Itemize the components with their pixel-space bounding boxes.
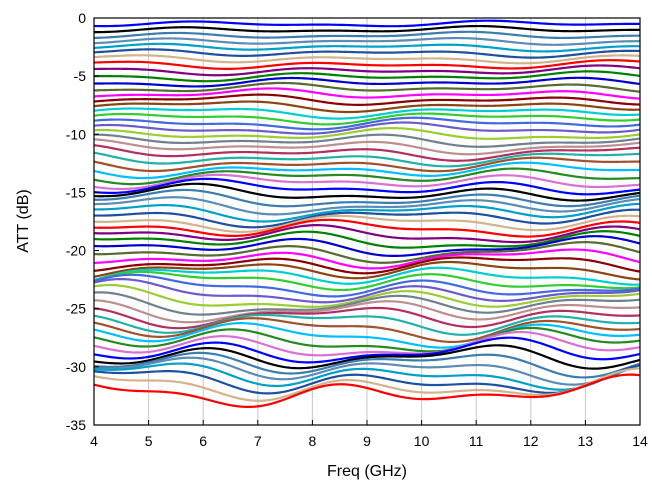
y-tick-label: -10 [66,126,86,142]
series-line [93,133,641,148]
series-line [93,270,641,292]
series-line [93,121,641,135]
series-line [93,299,641,324]
series-line [93,54,641,65]
series-line [93,266,641,286]
series-line [93,48,641,59]
x-tick-label: 8 [309,433,317,449]
series-line [93,283,641,308]
series-line [93,277,641,304]
x-axis-label: Freq (GHz) [327,463,407,480]
x-tick-label: 6 [199,433,207,449]
y-tick-label: -20 [66,243,86,259]
series-line [93,19,641,28]
series-line [93,218,641,238]
series-line [93,373,641,408]
series-group [93,19,641,408]
y-axis-label: ATT (dB) [15,189,32,252]
series-line [93,87,641,100]
x-tick-label: 13 [578,433,594,449]
series-line [93,36,641,46]
series-line [93,167,641,186]
y-axis-ticks: 0 -5 -10 -15 -20 -25 -30 -35 [66,10,99,433]
series-line [93,230,641,249]
series-line [93,336,641,364]
series-line [93,330,641,357]
series-line [93,182,641,202]
series-line [93,177,641,196]
series-line [93,188,641,208]
y-tick-label: -15 [66,184,86,200]
series-line [93,208,641,229]
x-tick-label: 12 [523,433,539,449]
series-line [93,161,640,180]
y-tick-label: -35 [66,417,86,433]
series-line [93,273,641,298]
series-line [93,256,641,275]
series-line [93,248,641,270]
series-line [93,224,641,244]
series-line [93,30,640,40]
series-line [93,364,641,395]
series-line [93,151,641,168]
series-line [93,112,641,126]
series-line [93,93,641,106]
series-line [93,100,641,114]
series-line [93,81,641,93]
series-line [93,59,641,70]
series-line [93,214,641,234]
x-tick-label: 4 [90,433,98,449]
series-line [93,317,641,344]
series-line [93,138,641,156]
series-line [93,362,641,391]
series-line [93,127,641,140]
y-tick-label: -25 [66,301,86,317]
series-line [94,196,641,216]
y-tick-label: -5 [74,68,87,84]
series-line [93,64,641,77]
series-line [93,42,640,53]
y-tick-label: -30 [66,359,86,375]
series-line [93,291,641,316]
series-line [93,116,641,131]
series-line [93,235,641,258]
series-line [93,260,641,281]
series-line [93,367,641,402]
series-line [93,156,641,173]
x-tick-label: 7 [254,433,262,449]
series-line [93,241,641,264]
series-line [93,313,641,336]
series-line [93,144,641,162]
series-line [93,351,641,379]
series-line [93,173,641,191]
series-line [93,70,641,83]
series-line [93,202,641,223]
series-line [94,76,641,88]
series-line [93,306,641,330]
series-line [93,107,641,120]
x-tick-label: 10 [414,433,430,449]
series-line [93,326,641,353]
y-tick-label: 0 [78,10,86,26]
series-line [93,344,641,370]
series-line [93,356,641,386]
x-tick-label: 9 [363,433,371,449]
series-line [93,322,641,349]
x-tick-label: 11 [469,433,484,449]
series-line [94,24,641,34]
x-tick-label: 5 [145,433,153,449]
x-tick-label: 14 [632,433,648,449]
x-axis-ticks: 4 5 6 7 8 9 10 11 12 13 14 [90,420,648,449]
